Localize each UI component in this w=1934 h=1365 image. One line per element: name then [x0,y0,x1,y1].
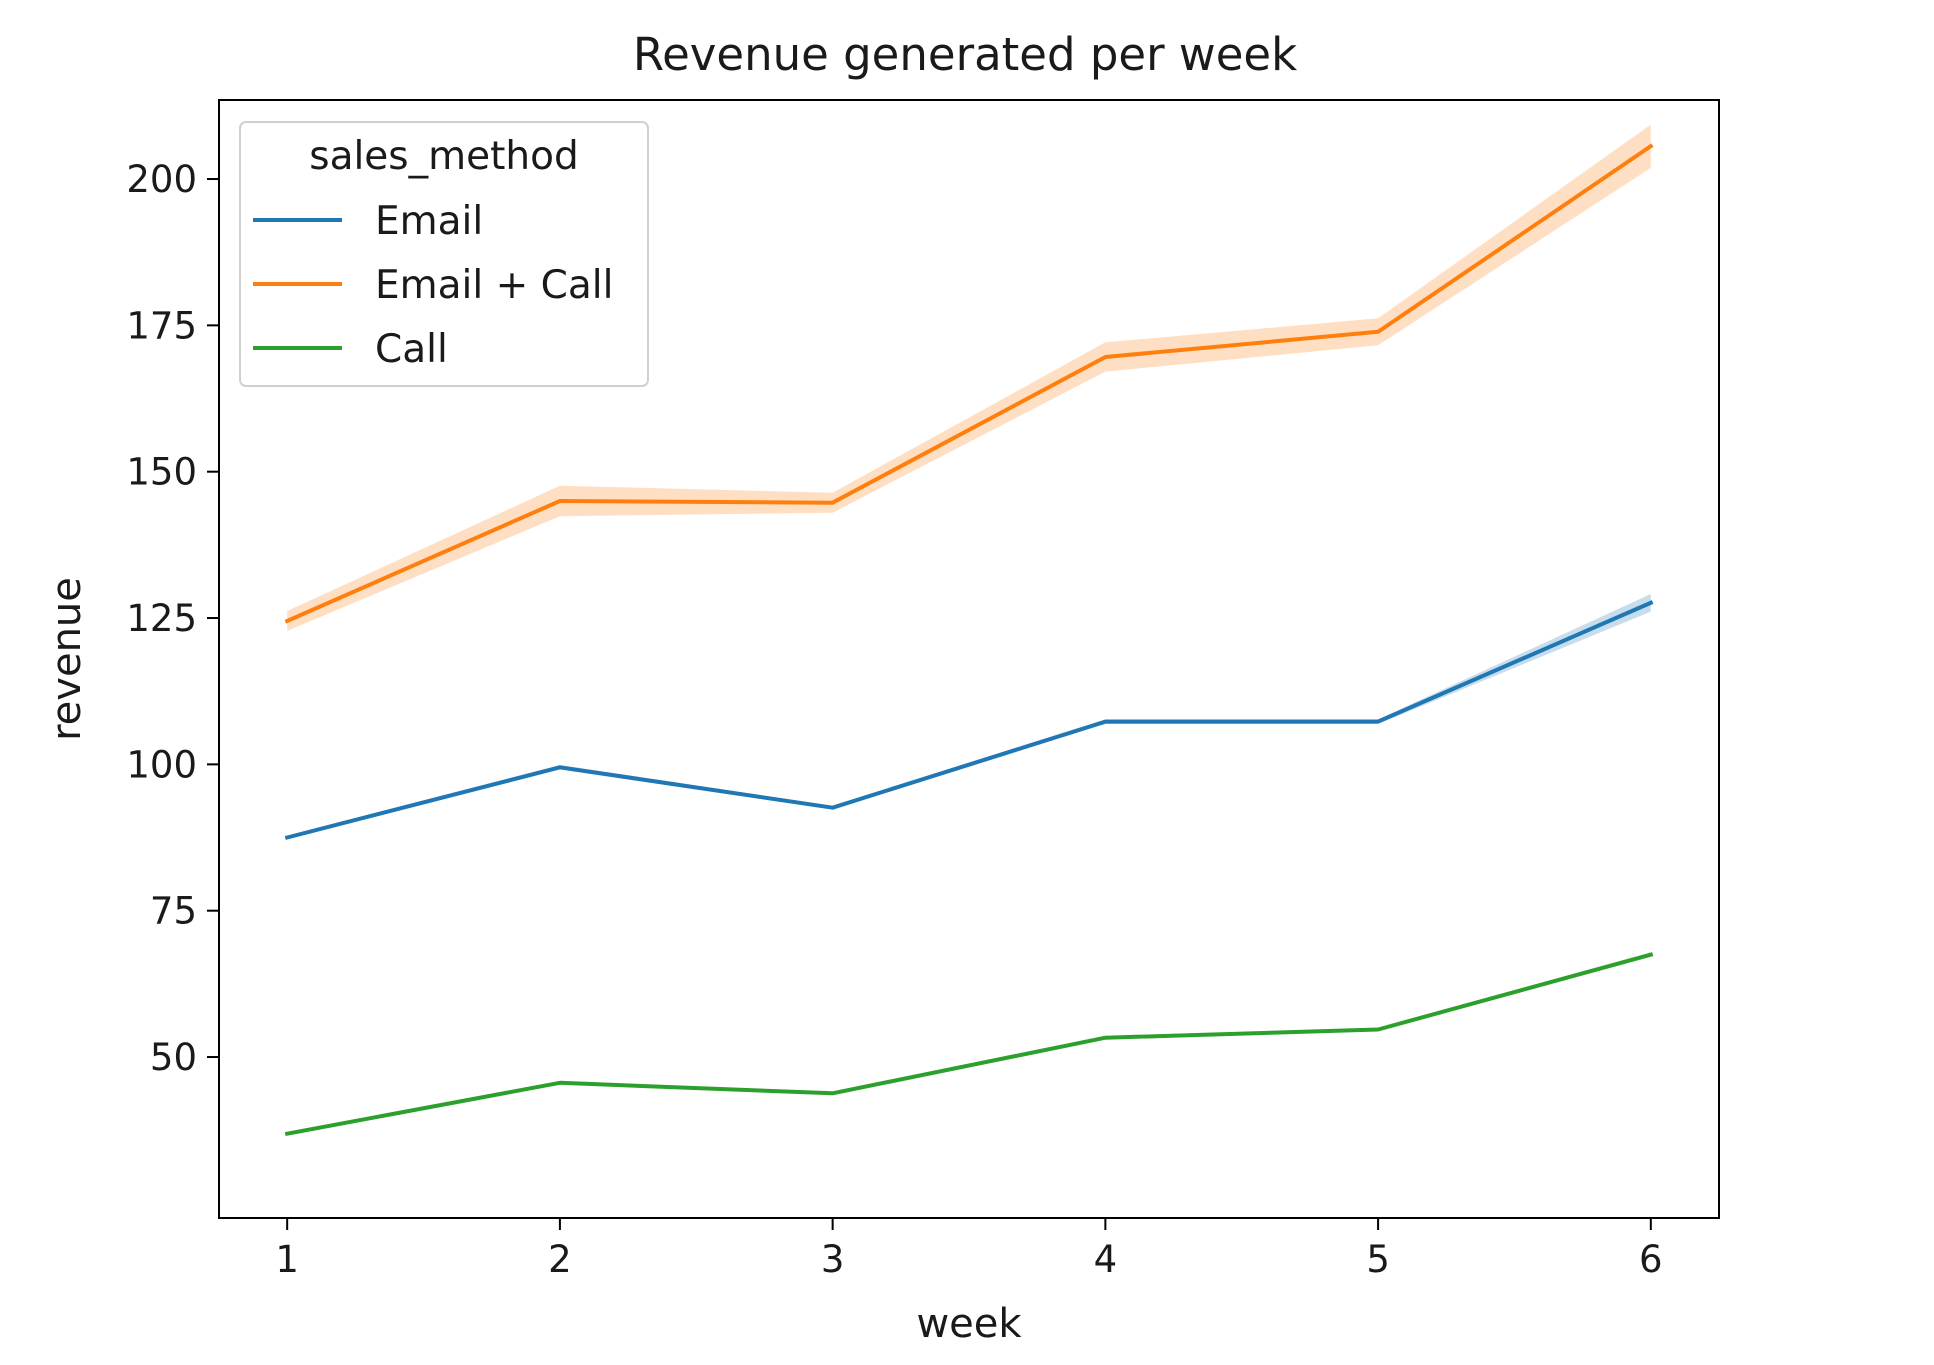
chart-title: Revenue generated per week [633,28,1297,81]
x-tick-label-4: 4 [1094,1238,1118,1281]
y-tick-label-75: 75 [150,890,197,933]
legend: sales_method Email Email + Call Call [240,122,648,386]
legend-title: sales_method [309,134,578,179]
y-axis-label: revenue [44,577,90,741]
x-axis-label: week [916,1301,1022,1347]
x-tick-label-2: 2 [548,1238,572,1281]
legend-label-email: Email [375,199,483,244]
y-tick-label-200: 200 [126,158,197,201]
legend-label-email-call: Email + Call [375,263,613,308]
y-tick-label-175: 175 [126,304,197,347]
y-tick-label-50: 50 [150,1036,197,1079]
y-tick-label-100: 100 [126,743,197,786]
y-tick-label-125: 125 [126,597,197,640]
x-tick-label-6: 6 [1639,1238,1663,1281]
x-tick-label-3: 3 [821,1238,845,1281]
x-tick-label-5: 5 [1366,1238,1390,1281]
y-tick-label-150: 150 [126,451,197,494]
legend-label-call: Call [375,327,448,372]
x-tick-label-1: 1 [275,1238,299,1281]
